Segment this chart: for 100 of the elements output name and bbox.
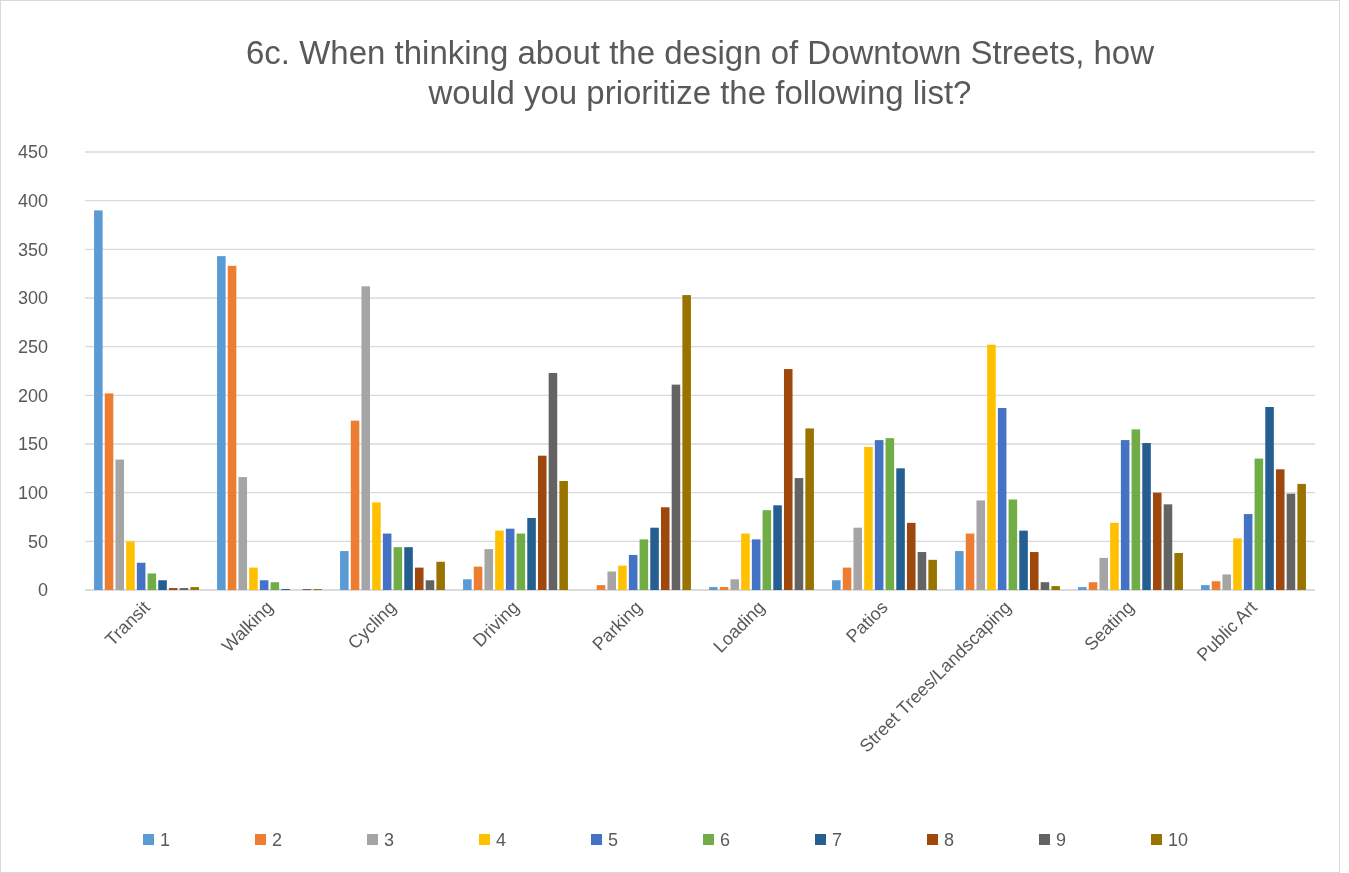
bar — [1233, 538, 1242, 590]
bar — [505, 528, 515, 590]
bar — [628, 554, 638, 590]
bar — [976, 500, 986, 590]
bar — [987, 344, 996, 590]
bar — [917, 552, 927, 590]
bar — [885, 438, 895, 590]
bar — [596, 585, 606, 590]
legend-label: 4 — [496, 830, 507, 851]
bar — [1040, 582, 1050, 590]
legend-label: 7 — [832, 830, 843, 851]
bar — [259, 580, 269, 590]
legend-label: 3 — [384, 830, 395, 851]
y-tick-label: 300 — [17, 288, 48, 309]
bar — [495, 530, 504, 590]
bar — [730, 579, 740, 590]
bar — [1029, 552, 1039, 590]
y-tick-label: 400 — [17, 190, 48, 211]
bar — [1131, 429, 1141, 590]
bar — [650, 527, 659, 590]
bar — [1174, 553, 1183, 590]
bar — [559, 480, 568, 590]
y-tick-label: 50 — [27, 531, 48, 552]
bar — [393, 547, 403, 590]
bar — [805, 428, 814, 590]
bar — [1110, 522, 1119, 590]
bar — [115, 459, 125, 590]
bar — [372, 502, 381, 590]
bar — [1088, 582, 1098, 590]
bar — [382, 533, 392, 590]
bar — [361, 286, 371, 590]
legend-label: 2 — [272, 830, 283, 851]
bar — [404, 547, 413, 590]
bar — [473, 566, 483, 590]
bar — [997, 407, 1007, 590]
bar — [671, 384, 681, 590]
bar — [607, 571, 617, 590]
bar — [709, 587, 718, 590]
bar — [1163, 504, 1173, 590]
bar — [1051, 586, 1060, 590]
y-tick-label: 450 — [17, 142, 48, 163]
bar — [928, 559, 937, 590]
bar — [906, 522, 916, 590]
bar — [136, 562, 146, 590]
bar — [682, 295, 691, 590]
bar — [548, 372, 558, 590]
bar — [762, 510, 772, 590]
bar — [414, 567, 424, 590]
bar — [1211, 581, 1221, 590]
legend-label: 6 — [720, 830, 731, 851]
y-tick-label: 0 — [37, 580, 48, 601]
bar — [618, 565, 627, 590]
legend-label: 8 — [944, 830, 955, 851]
bar — [660, 507, 670, 590]
bar — [1008, 499, 1018, 590]
bar — [955, 551, 964, 590]
bar — [1275, 469, 1285, 590]
legend-label: 1 — [160, 830, 171, 851]
legend-label: 9 — [1056, 830, 1067, 851]
bar — [104, 393, 114, 590]
bar — [425, 580, 435, 590]
bar — [1222, 574, 1232, 590]
bar — [1120, 440, 1130, 590]
bar — [537, 455, 547, 590]
bar — [832, 580, 841, 590]
bar — [436, 561, 445, 590]
bar — [340, 551, 349, 590]
bar — [874, 440, 884, 590]
bar — [249, 567, 258, 590]
bar — [1286, 493, 1296, 590]
bar — [1142, 443, 1151, 590]
bar — [227, 265, 237, 590]
bar — [1243, 514, 1253, 590]
bar — [1254, 458, 1264, 590]
bar — [147, 573, 157, 590]
bar — [1201, 585, 1210, 590]
bar — [719, 587, 729, 590]
bar — [1099, 557, 1109, 590]
bar — [1297, 483, 1306, 590]
bar — [965, 533, 975, 590]
bar — [794, 478, 804, 590]
bar — [516, 533, 526, 590]
bar — [751, 539, 761, 590]
bar — [639, 539, 649, 590]
bar — [158, 580, 167, 590]
y-tick-label: 250 — [17, 336, 48, 357]
y-tick-label: 100 — [17, 482, 48, 503]
y-tick-label: 200 — [17, 385, 48, 406]
bar — [94, 210, 103, 590]
bar — [217, 256, 226, 590]
bar — [1019, 530, 1028, 590]
chart-title: 6c. When thinking about the design of Downtown Streets, how would you prioritize the following list? — [245, 34, 1155, 111]
y-tick-label: 350 — [17, 239, 48, 260]
bar — [270, 582, 280, 590]
bar — [126, 541, 135, 590]
legend-label: 5 — [608, 830, 619, 851]
bar — [853, 527, 863, 590]
bar — [842, 567, 852, 590]
bar — [190, 587, 199, 590]
legend-label: 10 — [1168, 830, 1189, 851]
